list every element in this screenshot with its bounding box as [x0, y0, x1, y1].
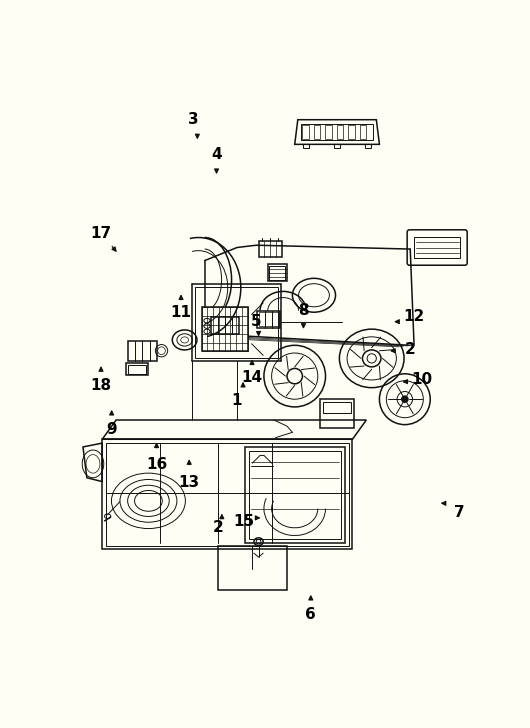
- Text: 13: 13: [179, 475, 200, 490]
- Bar: [106, 443, 349, 545]
- Text: 1: 1: [232, 392, 242, 408]
- Text: 3: 3: [188, 112, 199, 127]
- Text: 2: 2: [405, 341, 416, 357]
- Bar: [196, 287, 278, 357]
- Text: 16: 16: [146, 456, 167, 472]
- Bar: [257, 311, 280, 328]
- Ellipse shape: [402, 396, 408, 403]
- Bar: [269, 266, 286, 280]
- Bar: [325, 125, 332, 139]
- Text: 5: 5: [251, 314, 261, 329]
- Text: 6: 6: [305, 606, 316, 622]
- Bar: [337, 125, 343, 139]
- Bar: [414, 237, 460, 258]
- Bar: [218, 545, 287, 590]
- Bar: [301, 124, 373, 141]
- Bar: [359, 125, 366, 139]
- Text: 2: 2: [213, 520, 223, 535]
- Text: 8: 8: [298, 303, 309, 318]
- Bar: [348, 125, 355, 139]
- Text: 4: 4: [211, 147, 222, 162]
- Bar: [365, 144, 371, 149]
- Bar: [323, 403, 351, 413]
- Bar: [211, 317, 238, 333]
- Bar: [259, 312, 279, 326]
- Bar: [201, 306, 248, 352]
- Bar: [249, 451, 341, 539]
- Bar: [320, 399, 354, 429]
- Bar: [128, 341, 157, 360]
- Bar: [334, 144, 340, 149]
- Text: 9: 9: [107, 422, 117, 437]
- Text: 7: 7: [454, 505, 465, 520]
- Text: 12: 12: [403, 309, 425, 323]
- Text: 15: 15: [233, 514, 254, 529]
- Bar: [245, 447, 345, 543]
- Bar: [102, 439, 352, 550]
- Bar: [126, 363, 148, 376]
- Bar: [268, 264, 287, 282]
- Bar: [259, 242, 281, 257]
- Text: 11: 11: [171, 305, 191, 320]
- Text: 10: 10: [411, 373, 432, 387]
- Bar: [314, 125, 320, 139]
- Text: 17: 17: [91, 226, 112, 241]
- Bar: [303, 125, 309, 139]
- Text: 18: 18: [91, 378, 112, 393]
- Bar: [303, 144, 310, 149]
- Text: 14: 14: [242, 371, 262, 385]
- Bar: [128, 365, 146, 373]
